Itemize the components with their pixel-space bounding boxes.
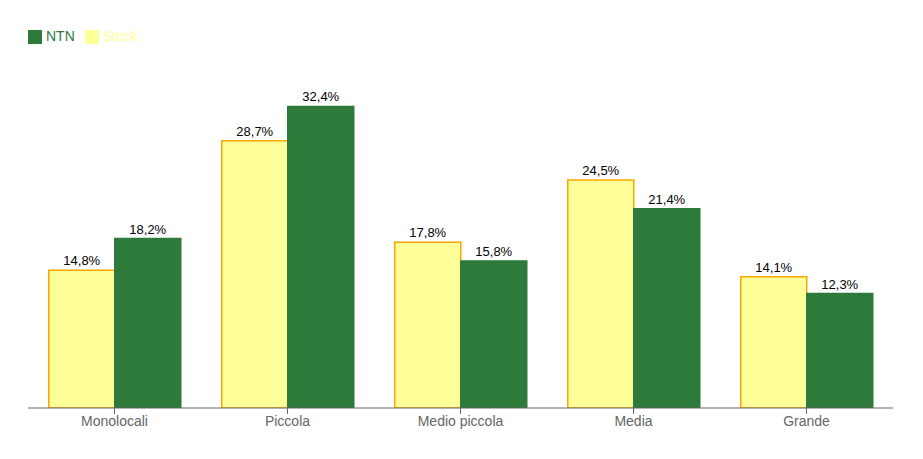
svg-text:Media: Media [614,413,652,429]
html-text:Stock: Stock [102,28,138,44]
svg-text:Medio piccola: Medio piccola [418,413,504,429]
svg-text:14,1%: 14,1% [755,260,792,275]
svg-text:15,8%: 15,8% [475,244,512,259]
svg-text:17,8%: 17,8% [409,225,446,240]
svg-text:28,7%: 28,7% [236,124,273,139]
svg-text:24,5%: 24,5% [582,163,619,178]
svg-text:Monolocali: Monolocali [81,413,148,429]
svg-text:21,4%: 21,4% [648,192,685,207]
svg-text:12,3%: 12,3% [821,277,858,292]
svg-text:18,2%: 18,2% [129,222,166,237]
html-text:NTN: NTN [46,28,75,44]
svg-text:14,8%: 14,8% [63,253,100,268]
svg-text:Piccola: Piccola [265,413,310,429]
svg-text:Grande: Grande [783,413,830,429]
svg-text:32,4%: 32,4% [302,89,339,104]
